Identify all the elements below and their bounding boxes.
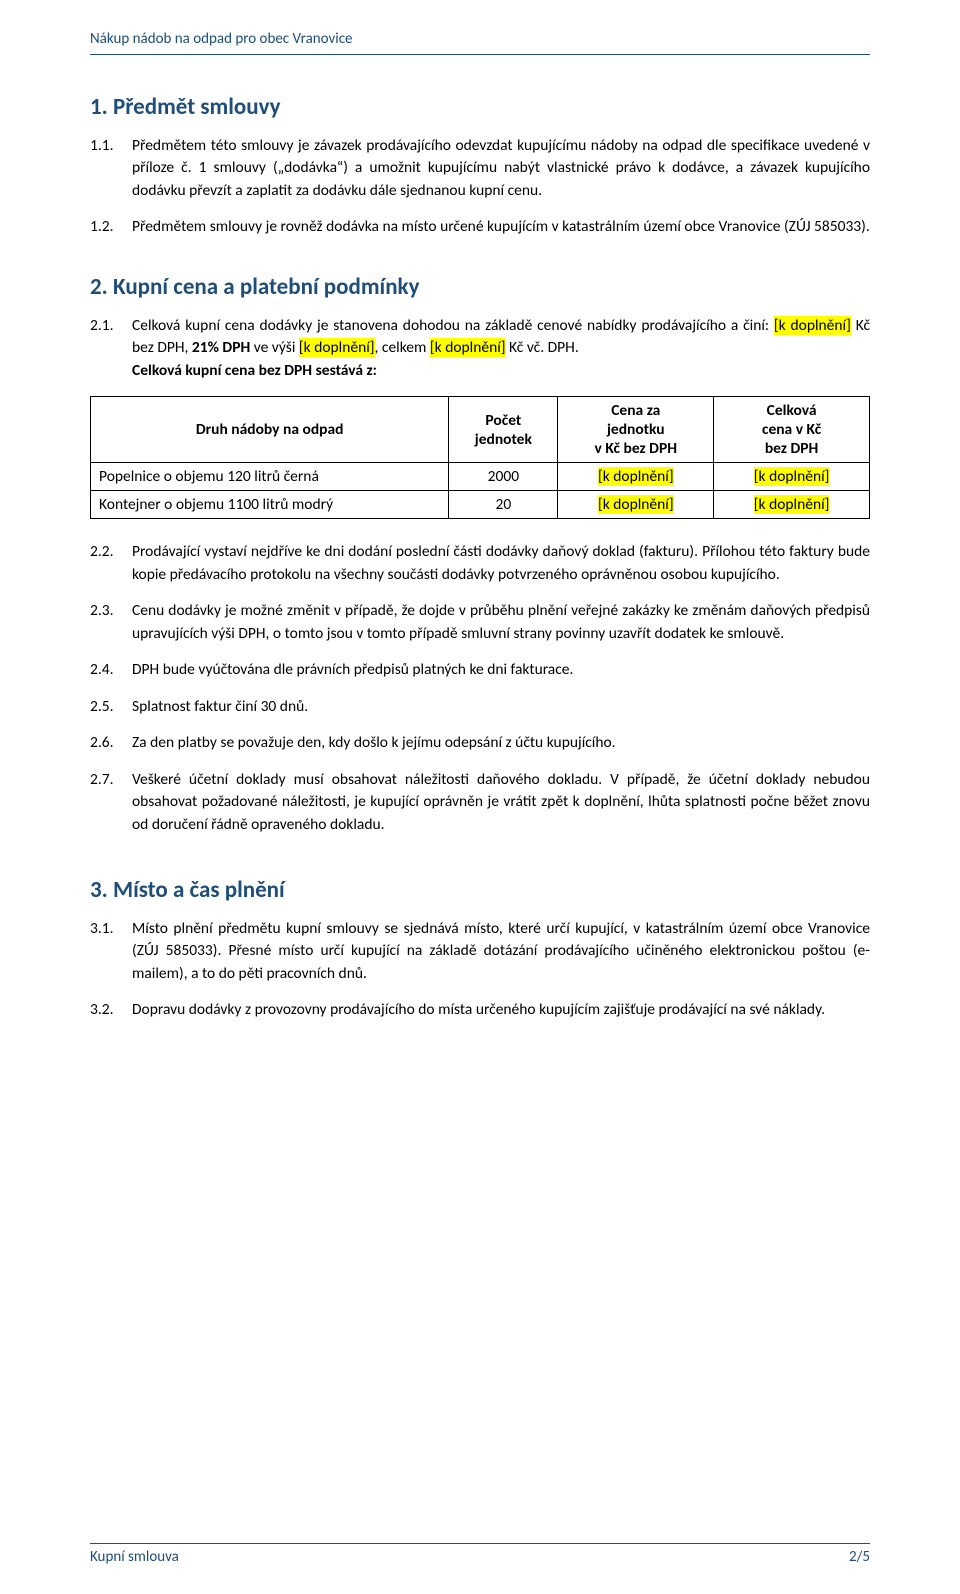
para-num: 1.1.	[90, 135, 132, 202]
para-text: DPH bude vyúčtována dle právních předpis…	[132, 659, 870, 681]
para-num: 3.2.	[90, 999, 132, 1021]
page-footer: Kupní smlouva 2/5	[90, 1543, 870, 1566]
cell-name: Kontejner o objemu 1100 litrů modrý	[91, 491, 449, 519]
para-text: Cenu dodávky je možné změnit v případě, …	[132, 600, 870, 645]
highlight-placeholder: [k doplnění]	[754, 467, 830, 486]
cell-total: [k doplnění]	[714, 463, 870, 491]
highlight-placeholder: [k doplnění]	[754, 495, 830, 514]
para-text: Předmětem smlouvy je rovněž dodávka na m…	[132, 216, 870, 238]
para-text: Veškeré účetní doklady musí obsahovat ná…	[132, 769, 870, 836]
text-run: Celková	[767, 401, 817, 420]
para-num: 2.3.	[90, 600, 132, 645]
table-row: Popelnice o objemu 120 litrů černá 2000 …	[91, 463, 870, 491]
section-3-heading: 3. Místo a čas plnění	[90, 876, 870, 904]
para-2-3: 2.3. Cenu dodávky je možné změnit v příp…	[90, 600, 870, 645]
text-run: v Kč bez DPH	[595, 439, 677, 458]
para-num: 3.1.	[90, 918, 132, 985]
footer-rule	[90, 1543, 870, 1544]
para-text: Dopravu dodávky z provozovny prodávající…	[132, 999, 870, 1021]
text-run: ve výši	[250, 338, 299, 357]
header-rule	[90, 54, 870, 55]
para-2-6: 2.6. Za den platby se považuje den, kdy …	[90, 732, 870, 754]
section-2-heading: 2. Kupní cena a platební podmínky	[90, 273, 870, 301]
para-text: Celková kupní cena dodávky je stanovena …	[132, 315, 870, 382]
para-2-2: 2.2. Prodávající vystaví nejdříve ke dni…	[90, 541, 870, 586]
highlight-placeholder: [k doplnění]	[598, 495, 674, 514]
price-table: Druh nádoby na odpad Počet jednotek Cena…	[90, 396, 870, 519]
cell-unit-price: [k doplnění]	[558, 491, 714, 519]
footer-page-number: 2/5	[849, 1548, 870, 1566]
para-text: Předmětem této smlouvy je závazek prodáv…	[132, 135, 870, 202]
text-bold: Celková kupní cena bez DPH sestává z:	[132, 361, 377, 380]
para-2-1: 2.1. Celková kupní cena dodávky je stano…	[90, 315, 870, 382]
cell-count: 20	[449, 491, 558, 519]
para-num: 1.2.	[90, 216, 132, 238]
text-run: , celkem	[375, 338, 430, 357]
highlight-placeholder: [k doplnění]	[430, 338, 506, 357]
page-header-title: Nákup nádob na odpad pro obec Vranovice	[90, 30, 870, 48]
highlight-placeholder: [k doplnění]	[299, 338, 375, 357]
document-page: Nákup nádob na odpad pro obec Vranovice …	[0, 0, 960, 1086]
section-1-heading: 1. Předmět smlouvy	[90, 93, 870, 121]
para-2-7: 2.7. Veškeré účetní doklady musí obsahov…	[90, 769, 870, 836]
table-row: Kontejner o objemu 1100 litrů modrý 20 […	[91, 491, 870, 519]
para-2-5: 2.5. Splatnost faktur činí 30 dnů.	[90, 696, 870, 718]
text-run: Kč vč. DPH.	[506, 338, 579, 357]
text-run: bez DPH	[765, 439, 818, 458]
para-num: 2.4.	[90, 659, 132, 681]
col-header-count: Počet jednotek	[449, 397, 558, 463]
footer-left: Kupní smlouva	[90, 1548, 179, 1566]
text-run: Počet	[485, 411, 521, 430]
text-run: Celková kupní cena dodávky je stanovena …	[132, 316, 774, 335]
para-3-1: 3.1. Místo plnění předmětu kupní smlouvy…	[90, 918, 870, 985]
text-run: jednotek	[475, 430, 532, 449]
col-header-unit-price: Cena za jednotku v Kč bez DPH	[558, 397, 714, 463]
cell-total: [k doplnění]	[714, 491, 870, 519]
para-num: 2.1.	[90, 315, 132, 382]
para-text: Místo plnění předmětu kupní smlouvy se s…	[132, 918, 870, 985]
col-header-total: Celková cena v Kč bez DPH	[714, 397, 870, 463]
para-num: 2.5.	[90, 696, 132, 718]
para-3-2: 3.2. Dopravu dodávky z provozovny prodáv…	[90, 999, 870, 1021]
text-run: jednotku	[607, 420, 665, 439]
para-text: Za den platby se považuje den, kdy došlo…	[132, 732, 870, 754]
text-run: Cena za	[611, 401, 660, 420]
cell-unit-price: [k doplnění]	[558, 463, 714, 491]
para-num: 2.2.	[90, 541, 132, 586]
highlight-placeholder: [k doplnění]	[774, 316, 851, 335]
table-header-row: Druh nádoby na odpad Počet jednotek Cena…	[91, 397, 870, 463]
text-run: cena v Kč	[762, 420, 821, 439]
para-2-4: 2.4. DPH bude vyúčtována dle právních př…	[90, 659, 870, 681]
para-num: 2.7.	[90, 769, 132, 836]
para-text: Splatnost faktur činí 30 dnů.	[132, 696, 870, 718]
footer-row: Kupní smlouva 2/5	[90, 1548, 870, 1566]
cell-name: Popelnice o objemu 120 litrů černá	[91, 463, 449, 491]
col-header-name: Druh nádoby na odpad	[91, 397, 449, 463]
cell-count: 2000	[449, 463, 558, 491]
para-text: Prodávající vystaví nejdříve ke dni dodá…	[132, 541, 870, 586]
text-bold: 21% DPH	[192, 338, 250, 357]
highlight-placeholder: [k doplnění]	[598, 467, 674, 486]
para-1-1: 1.1. Předmětem této smlouvy je závazek p…	[90, 135, 870, 202]
para-1-2: 1.2. Předmětem smlouvy je rovněž dodávka…	[90, 216, 870, 238]
para-num: 2.6.	[90, 732, 132, 754]
